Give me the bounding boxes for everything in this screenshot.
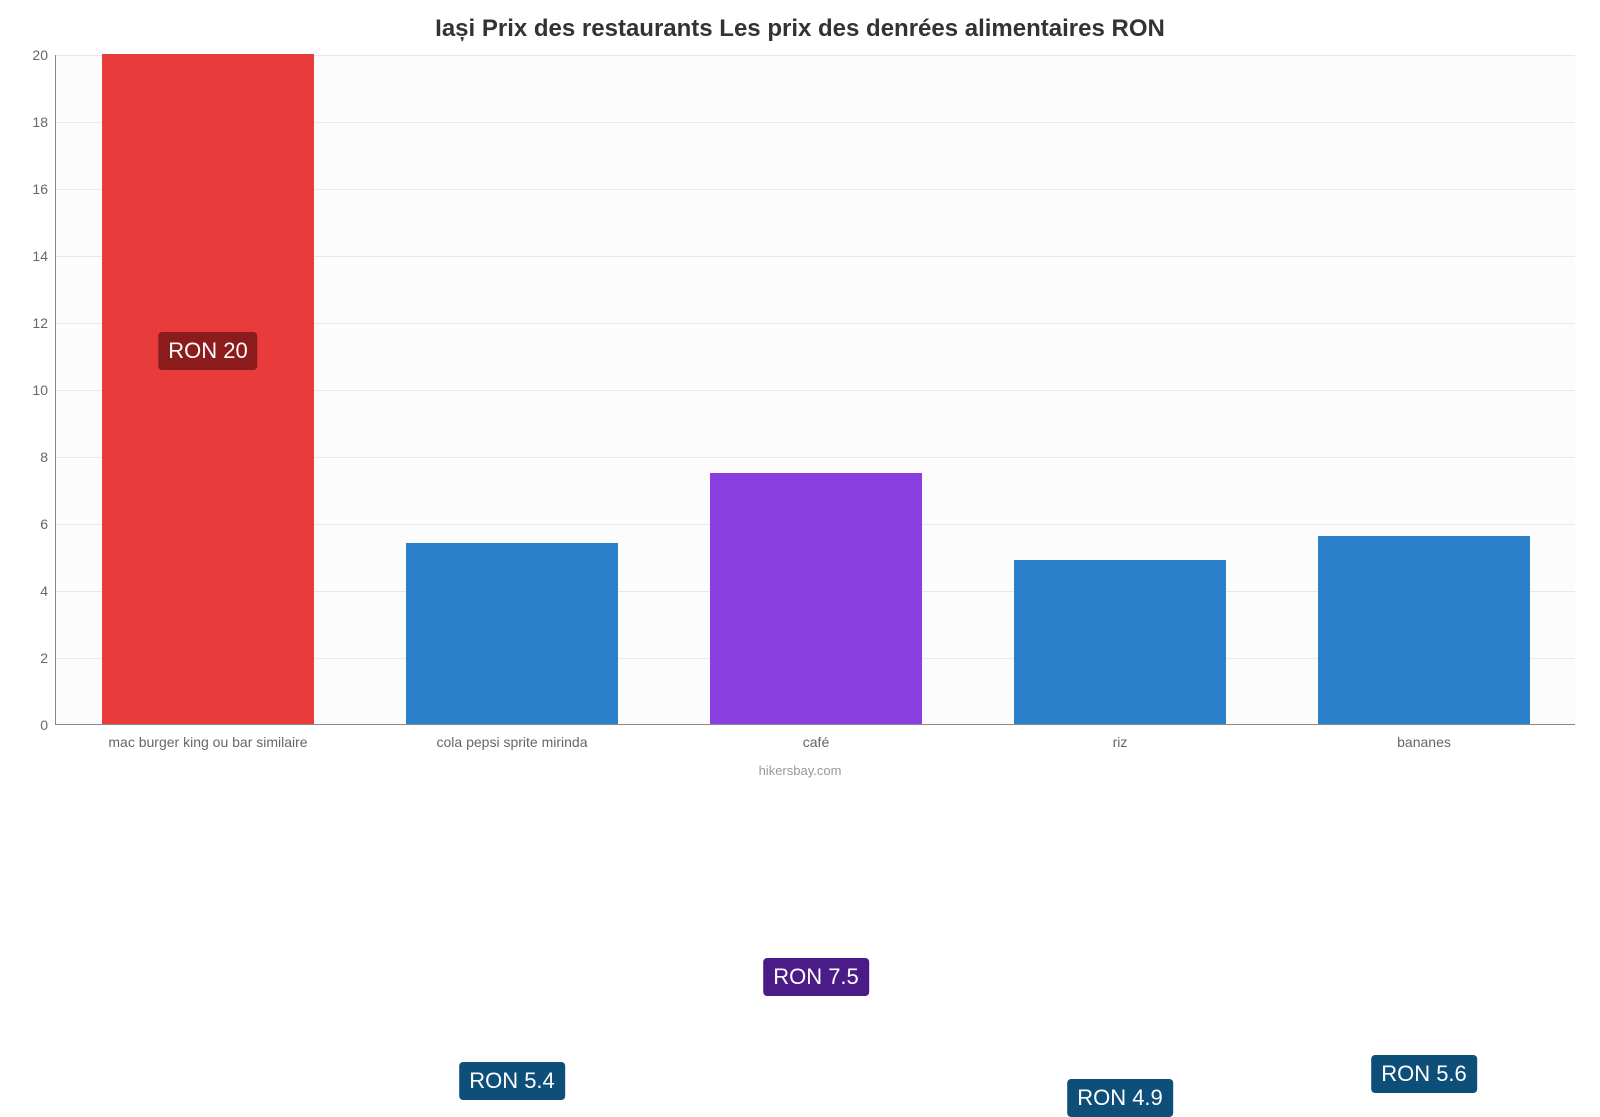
chart-footer: hikersbay.com [0,763,1600,778]
y-tick-label: 14 [32,248,56,264]
y-tick-label: 6 [40,516,56,532]
y-tick-label: 10 [32,382,56,398]
x-tick-label: mac burger king ou bar similaire [108,724,307,750]
bar: RON 5.6 [1318,536,1531,724]
bar-value-label: RON 7.5 [763,958,869,996]
y-tick-label: 16 [32,181,56,197]
x-tick-label: riz [1113,724,1128,750]
chart-title: Iași Prix des restaurants Les prix des d… [0,15,1600,43]
bar-value-label: RON 5.4 [459,1062,565,1100]
bar: RON 4.9 [1014,560,1227,724]
y-tick-label: 12 [32,315,56,331]
y-tick-label: 4 [40,583,56,599]
y-tick-label: 20 [32,47,56,63]
y-tick-label: 8 [40,449,56,465]
plot-area: 02468101214161820RON 20mac burger king o… [55,55,1575,725]
price-bar-chart: Iași Prix des restaurants Les prix des d… [0,0,1600,800]
x-tick-label: bananes [1397,724,1451,750]
y-tick-label: 2 [40,650,56,666]
bar: RON 5.4 [406,543,619,724]
bar: RON 7.5 [710,473,923,724]
bar: RON 20 [102,54,315,724]
bar-value-label: RON 20 [158,332,257,370]
y-tick-label: 0 [40,717,56,733]
bar-value-label: RON 4.9 [1067,1079,1173,1117]
x-tick-label: café [803,724,829,750]
x-tick-label: cola pepsi sprite mirinda [437,724,588,750]
bar-value-label: RON 5.6 [1371,1055,1477,1093]
y-tick-label: 18 [32,114,56,130]
